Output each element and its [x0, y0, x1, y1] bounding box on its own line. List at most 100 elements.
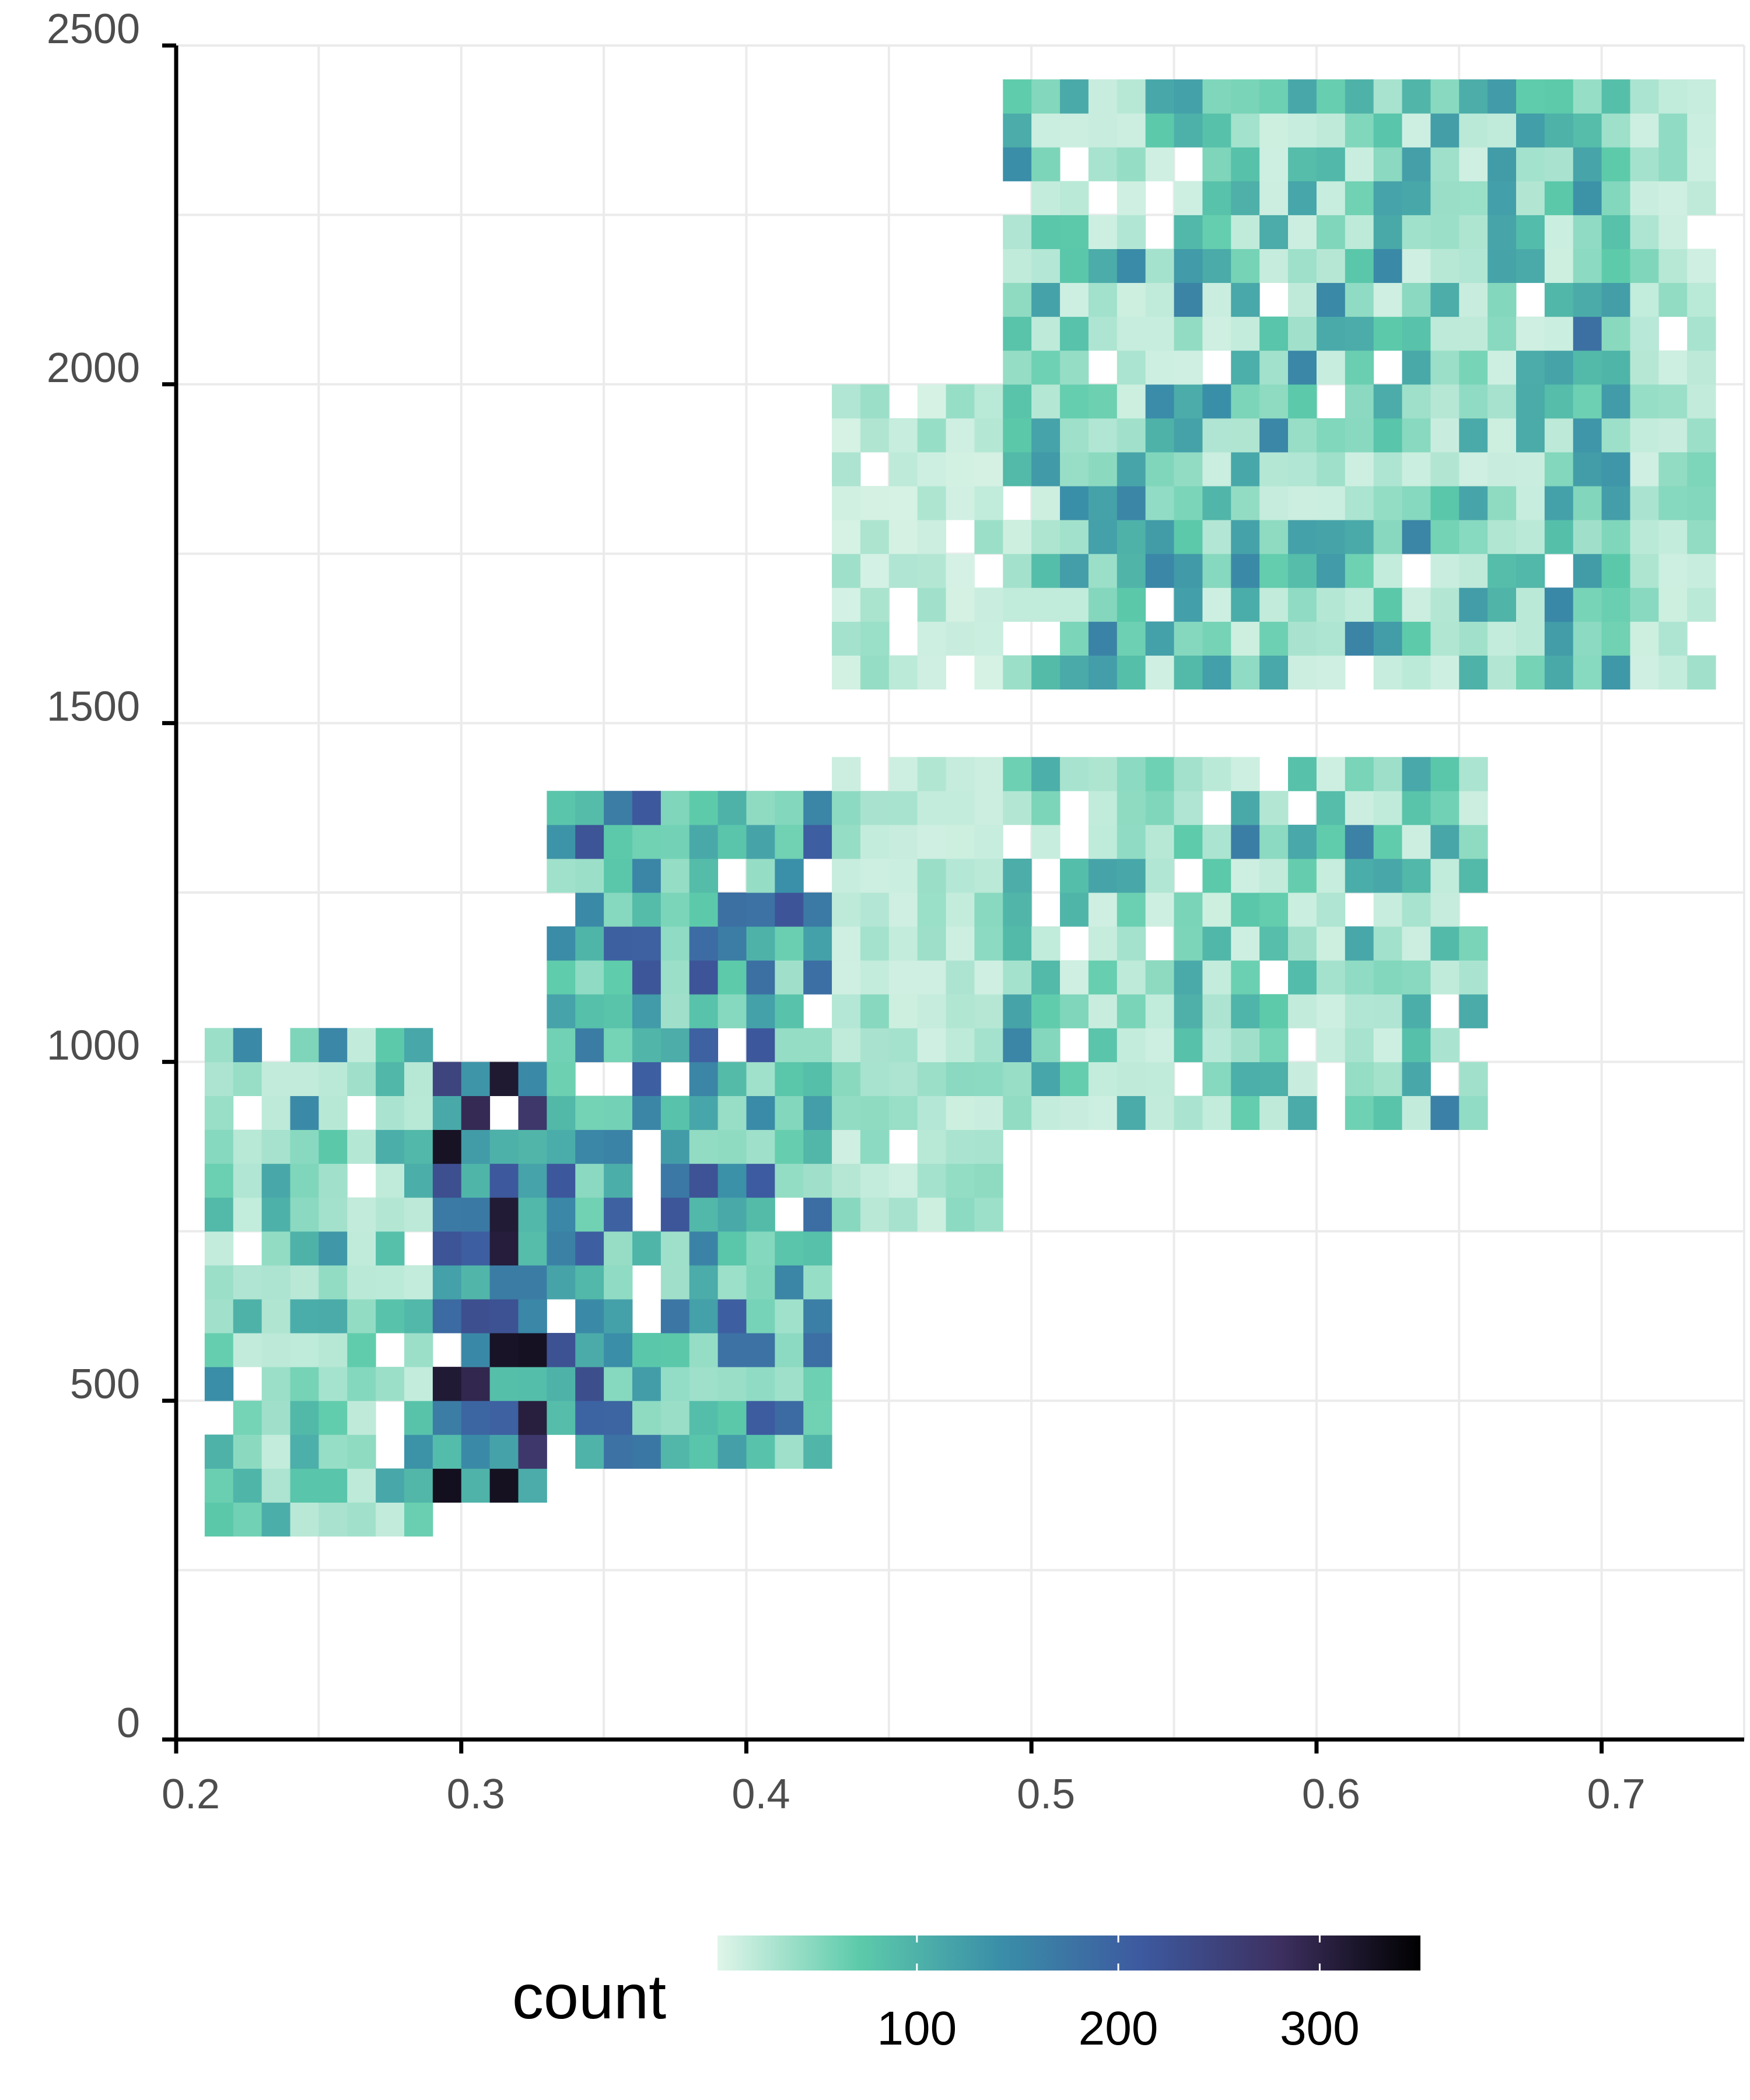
heatmap-cell	[1088, 316, 1118, 351]
heatmap-cell	[946, 384, 975, 419]
heatmap-cell	[1003, 79, 1032, 114]
heatmap-cell	[1459, 418, 1488, 453]
heatmap-cell	[1316, 655, 1346, 690]
heatmap-cell	[974, 1197, 1003, 1232]
heatmap-cell	[1145, 350, 1175, 385]
heatmap-cell	[1060, 587, 1089, 622]
heatmap-cell	[917, 1028, 947, 1062]
heatmap-cell	[1345, 113, 1374, 148]
heatmap-cell	[860, 1163, 890, 1198]
heatmap-cell	[1060, 316, 1089, 351]
heatmap-cell	[1516, 350, 1545, 385]
heatmap-cell	[432, 1434, 462, 1469]
heatmap-cell	[575, 926, 604, 961]
heatmap-cell	[1003, 147, 1032, 181]
heatmap-cell	[1516, 418, 1545, 453]
heatmap-cell	[1145, 655, 1175, 690]
heatmap-cell	[1259, 655, 1289, 690]
heatmap-cell	[489, 1401, 519, 1435]
heatmap-cell	[1259, 1062, 1289, 1096]
heatmap-cell	[1459, 960, 1488, 995]
heatmap-cell	[347, 1231, 376, 1266]
heatmap-cell	[1430, 316, 1460, 351]
heatmap-cell	[1259, 587, 1289, 622]
heatmap-cell	[832, 960, 861, 995]
heatmap-cell	[1145, 316, 1175, 351]
heatmap-cell	[1202, 181, 1231, 215]
heatmap-cell	[1259, 1096, 1289, 1130]
heatmap-cell	[1202, 960, 1231, 995]
heatmap-cell	[1259, 181, 1289, 215]
heatmap-cell	[1316, 316, 1346, 351]
heatmap-cell	[575, 960, 604, 995]
heatmap-cell	[1231, 960, 1260, 995]
heatmap-cell	[1060, 892, 1089, 927]
heatmap-cell	[290, 1062, 319, 1096]
heatmap-cell	[1630, 113, 1659, 148]
heatmap-cell	[204, 1129, 234, 1164]
heatmap-cell	[1174, 350, 1203, 385]
heatmap-cell	[1231, 824, 1260, 859]
heatmap-cell	[604, 960, 633, 995]
heatmap-cell	[746, 1163, 775, 1198]
heatmap-cell	[347, 1502, 376, 1537]
heatmap-cell	[1630, 384, 1659, 419]
heatmap-cell	[518, 1163, 547, 1198]
heatmap-cell	[1174, 113, 1203, 148]
heatmap-cell	[547, 994, 576, 1028]
heatmap-cell	[632, 1333, 662, 1367]
heatmap-cell	[233, 1265, 262, 1300]
heatmap-cell	[376, 1298, 405, 1334]
heatmap-cell	[974, 926, 1003, 961]
heatmap-cell	[1031, 452, 1060, 487]
heatmap-cell	[1231, 452, 1260, 487]
heatmap-cell	[888, 858, 918, 893]
heatmap-cell	[1345, 249, 1374, 284]
heatmap-cell	[1116, 316, 1146, 351]
heatmap-cell	[660, 1298, 690, 1334]
heatmap-cell	[604, 1401, 633, 1435]
heatmap-cell	[1658, 418, 1688, 453]
heatmap-cell	[404, 1096, 433, 1130]
heatmap-cell	[1630, 282, 1659, 317]
heatmap-cell	[604, 1298, 633, 1334]
heatmap-cell	[1316, 452, 1346, 487]
heatmap-cell	[261, 1502, 290, 1537]
heatmap-cell	[1687, 282, 1716, 317]
legend-tick-label: 200	[1079, 2002, 1158, 2055]
heatmap-cell	[1516, 113, 1545, 148]
heatmap-cell	[1145, 1096, 1175, 1130]
heatmap-cell	[404, 1298, 433, 1334]
heatmap-cell	[1658, 350, 1688, 385]
heatmap-cell	[1060, 384, 1089, 419]
heatmap-cell	[1202, 384, 1231, 419]
heatmap-cell	[1430, 520, 1460, 554]
heatmap-cell	[404, 1163, 433, 1198]
heatmap-cell	[432, 1096, 462, 1130]
heatmap-cell	[1259, 520, 1289, 554]
heatmap-cell	[1459, 452, 1488, 487]
heatmap-cell	[1145, 994, 1175, 1028]
heatmap-cell	[775, 1298, 804, 1334]
heatmap-cell	[318, 1401, 348, 1435]
heatmap-cell	[1116, 892, 1146, 927]
heatmap-cell	[860, 960, 890, 995]
heatmap-cell	[746, 960, 775, 995]
heatmap-cell	[1573, 655, 1602, 690]
heatmap-cell	[489, 1333, 519, 1367]
heatmap-cell	[1573, 621, 1602, 656]
heatmap-cell	[547, 858, 576, 893]
heatmap-cell	[489, 1197, 519, 1232]
heatmap-cell	[261, 1468, 290, 1503]
heatmap-cell	[1174, 960, 1203, 995]
heatmap-cell	[660, 1333, 690, 1367]
heatmap-cell	[1345, 824, 1374, 859]
heatmap-cell	[290, 1163, 319, 1198]
heatmap-cell	[1060, 181, 1089, 215]
heatmap-cell	[1088, 790, 1118, 825]
heatmap-cell	[1316, 147, 1346, 181]
heatmap-cell	[1316, 350, 1346, 385]
x-tick-label: 0.3	[447, 1771, 505, 1818]
heatmap-cell	[746, 1096, 775, 1130]
